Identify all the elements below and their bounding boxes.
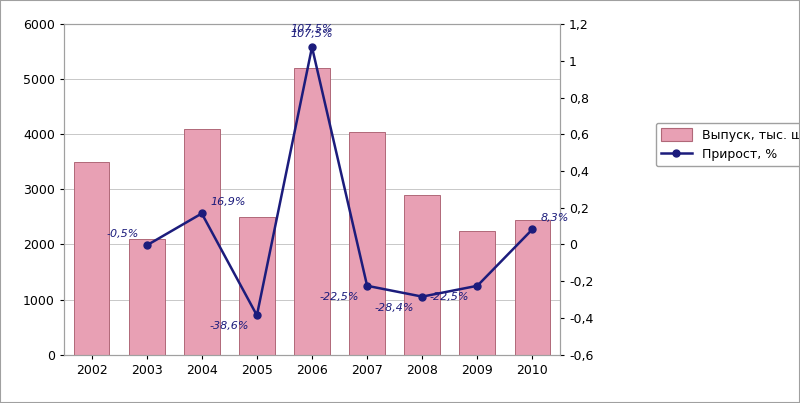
Text: -38,6%: -38,6% [209, 321, 249, 331]
Text: -22,5%: -22,5% [430, 292, 469, 302]
Bar [74, 162, 110, 355]
Bar [129, 239, 165, 355]
Text: 107,5%: 107,5% [290, 24, 334, 34]
Bar [514, 220, 550, 355]
Text: 107,5%: 107,5% [290, 29, 334, 39]
Text: -28,4%: -28,4% [374, 303, 414, 313]
Text: -0,5%: -0,5% [106, 229, 138, 239]
Bar [349, 131, 385, 355]
Bar [459, 231, 495, 355]
Text: 8,3%: 8,3% [541, 213, 569, 223]
Text: -22,5%: -22,5% [319, 292, 359, 302]
Bar [184, 129, 220, 355]
Bar [239, 217, 275, 355]
Legend: Выпуск, тыс. шт., Прирост, %: Выпуск, тыс. шт., Прирост, % [655, 123, 800, 166]
Bar [294, 68, 330, 355]
Text: прогноз: прогноз [506, 401, 559, 403]
Text: 16,9%: 16,9% [210, 197, 246, 208]
Bar [404, 195, 440, 355]
